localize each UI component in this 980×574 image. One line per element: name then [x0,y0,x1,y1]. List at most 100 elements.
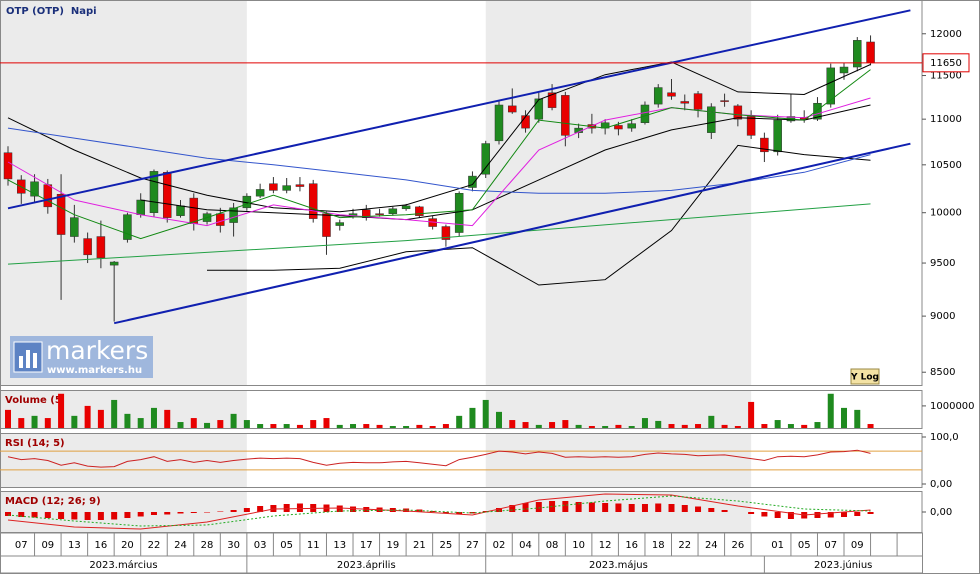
volume-bar [549,422,556,428]
candle-body [388,208,398,214]
candle-body [322,213,331,237]
macd-bar [190,512,197,513]
volume-bar [164,409,171,428]
macd-bar [84,512,91,520]
macd-bar [44,512,51,518]
x-tick-label: 04 [519,540,532,551]
macd-bar [668,504,675,512]
candle-body [308,183,318,219]
volume-bar [681,424,688,428]
volume-bar [456,415,463,428]
macd-bar [296,503,303,512]
volume-bar [416,424,423,428]
y-tick-label: 8500 [930,367,955,378]
x-tick-label: 01 [771,540,784,551]
x-tick-label: 24 [174,540,187,551]
x-tick-label: 27 [466,540,479,551]
candle-body [3,152,13,180]
scale-button[interactable] [850,368,880,385]
volume-bar [270,424,277,428]
macd-bar [456,512,463,514]
candle-body [813,102,822,120]
chart-title: OTP (OTP) Napi [6,6,97,17]
volume-bar [615,424,622,428]
volume-bar [602,426,609,428]
volume-bar [124,413,131,428]
macd-bar [867,512,874,514]
volume-bar [721,424,728,428]
candle-body [136,199,145,215]
candle-body [123,214,132,240]
price-label-box [922,53,970,73]
candle-body [547,92,557,108]
macd-bar [841,512,848,517]
volume-bar [323,418,330,428]
volume-bar [389,426,396,428]
month-shade [485,390,752,428]
macd-bar [655,503,662,512]
volume-bar [403,426,410,428]
x-tick-label: 18 [652,540,665,551]
volume-bar [336,424,343,428]
month-label: 2023.április [337,559,396,571]
candle-body [707,106,716,133]
macd-bar [31,512,38,518]
volume-bar [867,424,874,428]
macd-bar [761,512,768,517]
volume-bar [575,424,582,428]
volume-bar [708,415,715,428]
x-tick-label: 12 [599,540,612,551]
volume-bar [495,411,502,428]
x-tick-label: 20 [121,540,134,551]
month-label: 2023.március [89,559,157,571]
month-shade [0,390,247,428]
macd-bar [124,512,131,518]
x-tick-label: 24 [705,540,718,551]
volume-bar [217,420,224,428]
candle-body [43,184,53,208]
macd-bar [721,510,728,512]
macd-bar [748,512,755,514]
candle-body [720,100,729,102]
candle-body [83,238,92,256]
indicator-line [7,69,871,240]
macd-bar [336,505,343,512]
y-tick-label: 0,00 [930,507,952,518]
macd-bar [58,512,65,519]
macd-bar [787,512,794,519]
volume-bar [469,407,476,428]
scale-button-label[interactable]: Y Log [850,373,879,383]
volume-bar [111,399,118,428]
x-tick-label: 05 [280,540,293,551]
x-tick-label: 30 [227,540,240,551]
candle-body [667,92,676,97]
macd-bar [442,512,449,513]
x-tick-label: 21 [413,540,426,551]
month-shade [0,491,247,532]
candle-body [853,40,862,68]
x-tick-label: 16 [95,540,108,551]
volume-bar [509,420,516,428]
x-tick-label: 07 [824,540,837,551]
macd-bar [350,506,357,512]
volume-bar [562,420,569,428]
volume-bar [827,393,834,428]
macd-bar [562,501,569,512]
macd-bar [217,511,224,512]
macd-bar [283,504,290,512]
plot-marks: 8500 9000 9500 10000 10500 11000 11500 12000 116… [0,9,975,574]
candle-body [282,185,291,191]
macd-bar [602,503,609,512]
candle-body [162,172,172,218]
x-tick-label: 26 [731,540,744,551]
candle-body [693,93,703,110]
volume-bar [150,407,157,428]
volume-bar [58,393,65,428]
candle-body [481,143,490,175]
x-tick-label: 22 [678,540,691,551]
indicator-line [7,61,871,213]
x-tick-label: 09 [851,540,864,551]
x-tick-label: 13 [68,540,81,551]
candle-body [826,67,835,105]
volume-bar [5,409,11,428]
